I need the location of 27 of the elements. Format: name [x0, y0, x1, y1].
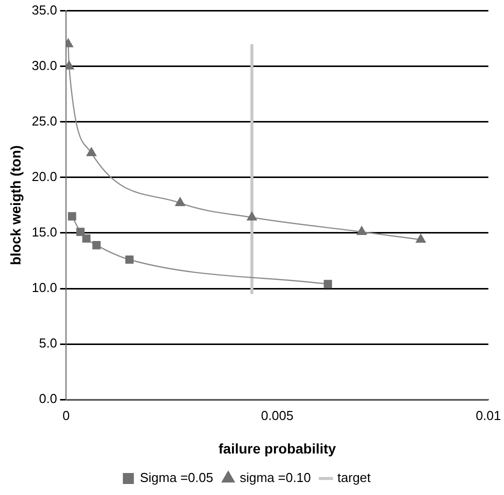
point	[356, 226, 367, 235]
x-tick-label: 0.01	[476, 408, 502, 423]
point	[416, 234, 426, 243]
point	[92, 241, 101, 250]
x-axis-title: failure probability	[218, 440, 336, 456]
y-tick-label: 20.0	[32, 169, 58, 184]
y-tick-label: 15.0	[32, 224, 58, 240]
x-tick-label: 0	[62, 408, 70, 423]
legend-label: Sigma =0.05	[140, 470, 214, 486]
y-axis-title: block weigth (ton)	[7, 145, 24, 266]
point	[76, 228, 85, 236]
y-tick-label: 30.0	[32, 58, 58, 73]
point	[82, 234, 91, 243]
y-tick-label: 5.0	[39, 336, 58, 351]
y-tick-label: 25.0	[32, 113, 58, 128]
point	[246, 212, 257, 221]
point	[86, 147, 96, 156]
legend-label: sigma =0.10	[240, 470, 311, 486]
y-tick-label: 10.0	[32, 280, 58, 296]
point	[125, 255, 134, 264]
legend-label: target	[337, 470, 372, 486]
y-tick-label: 35.0	[32, 2, 58, 18]
point	[175, 197, 186, 206]
point	[324, 280, 332, 288]
point	[68, 212, 76, 220]
y-tick-label: 0.0	[39, 391, 58, 406]
x-tick-label: 0.005	[260, 408, 294, 423]
